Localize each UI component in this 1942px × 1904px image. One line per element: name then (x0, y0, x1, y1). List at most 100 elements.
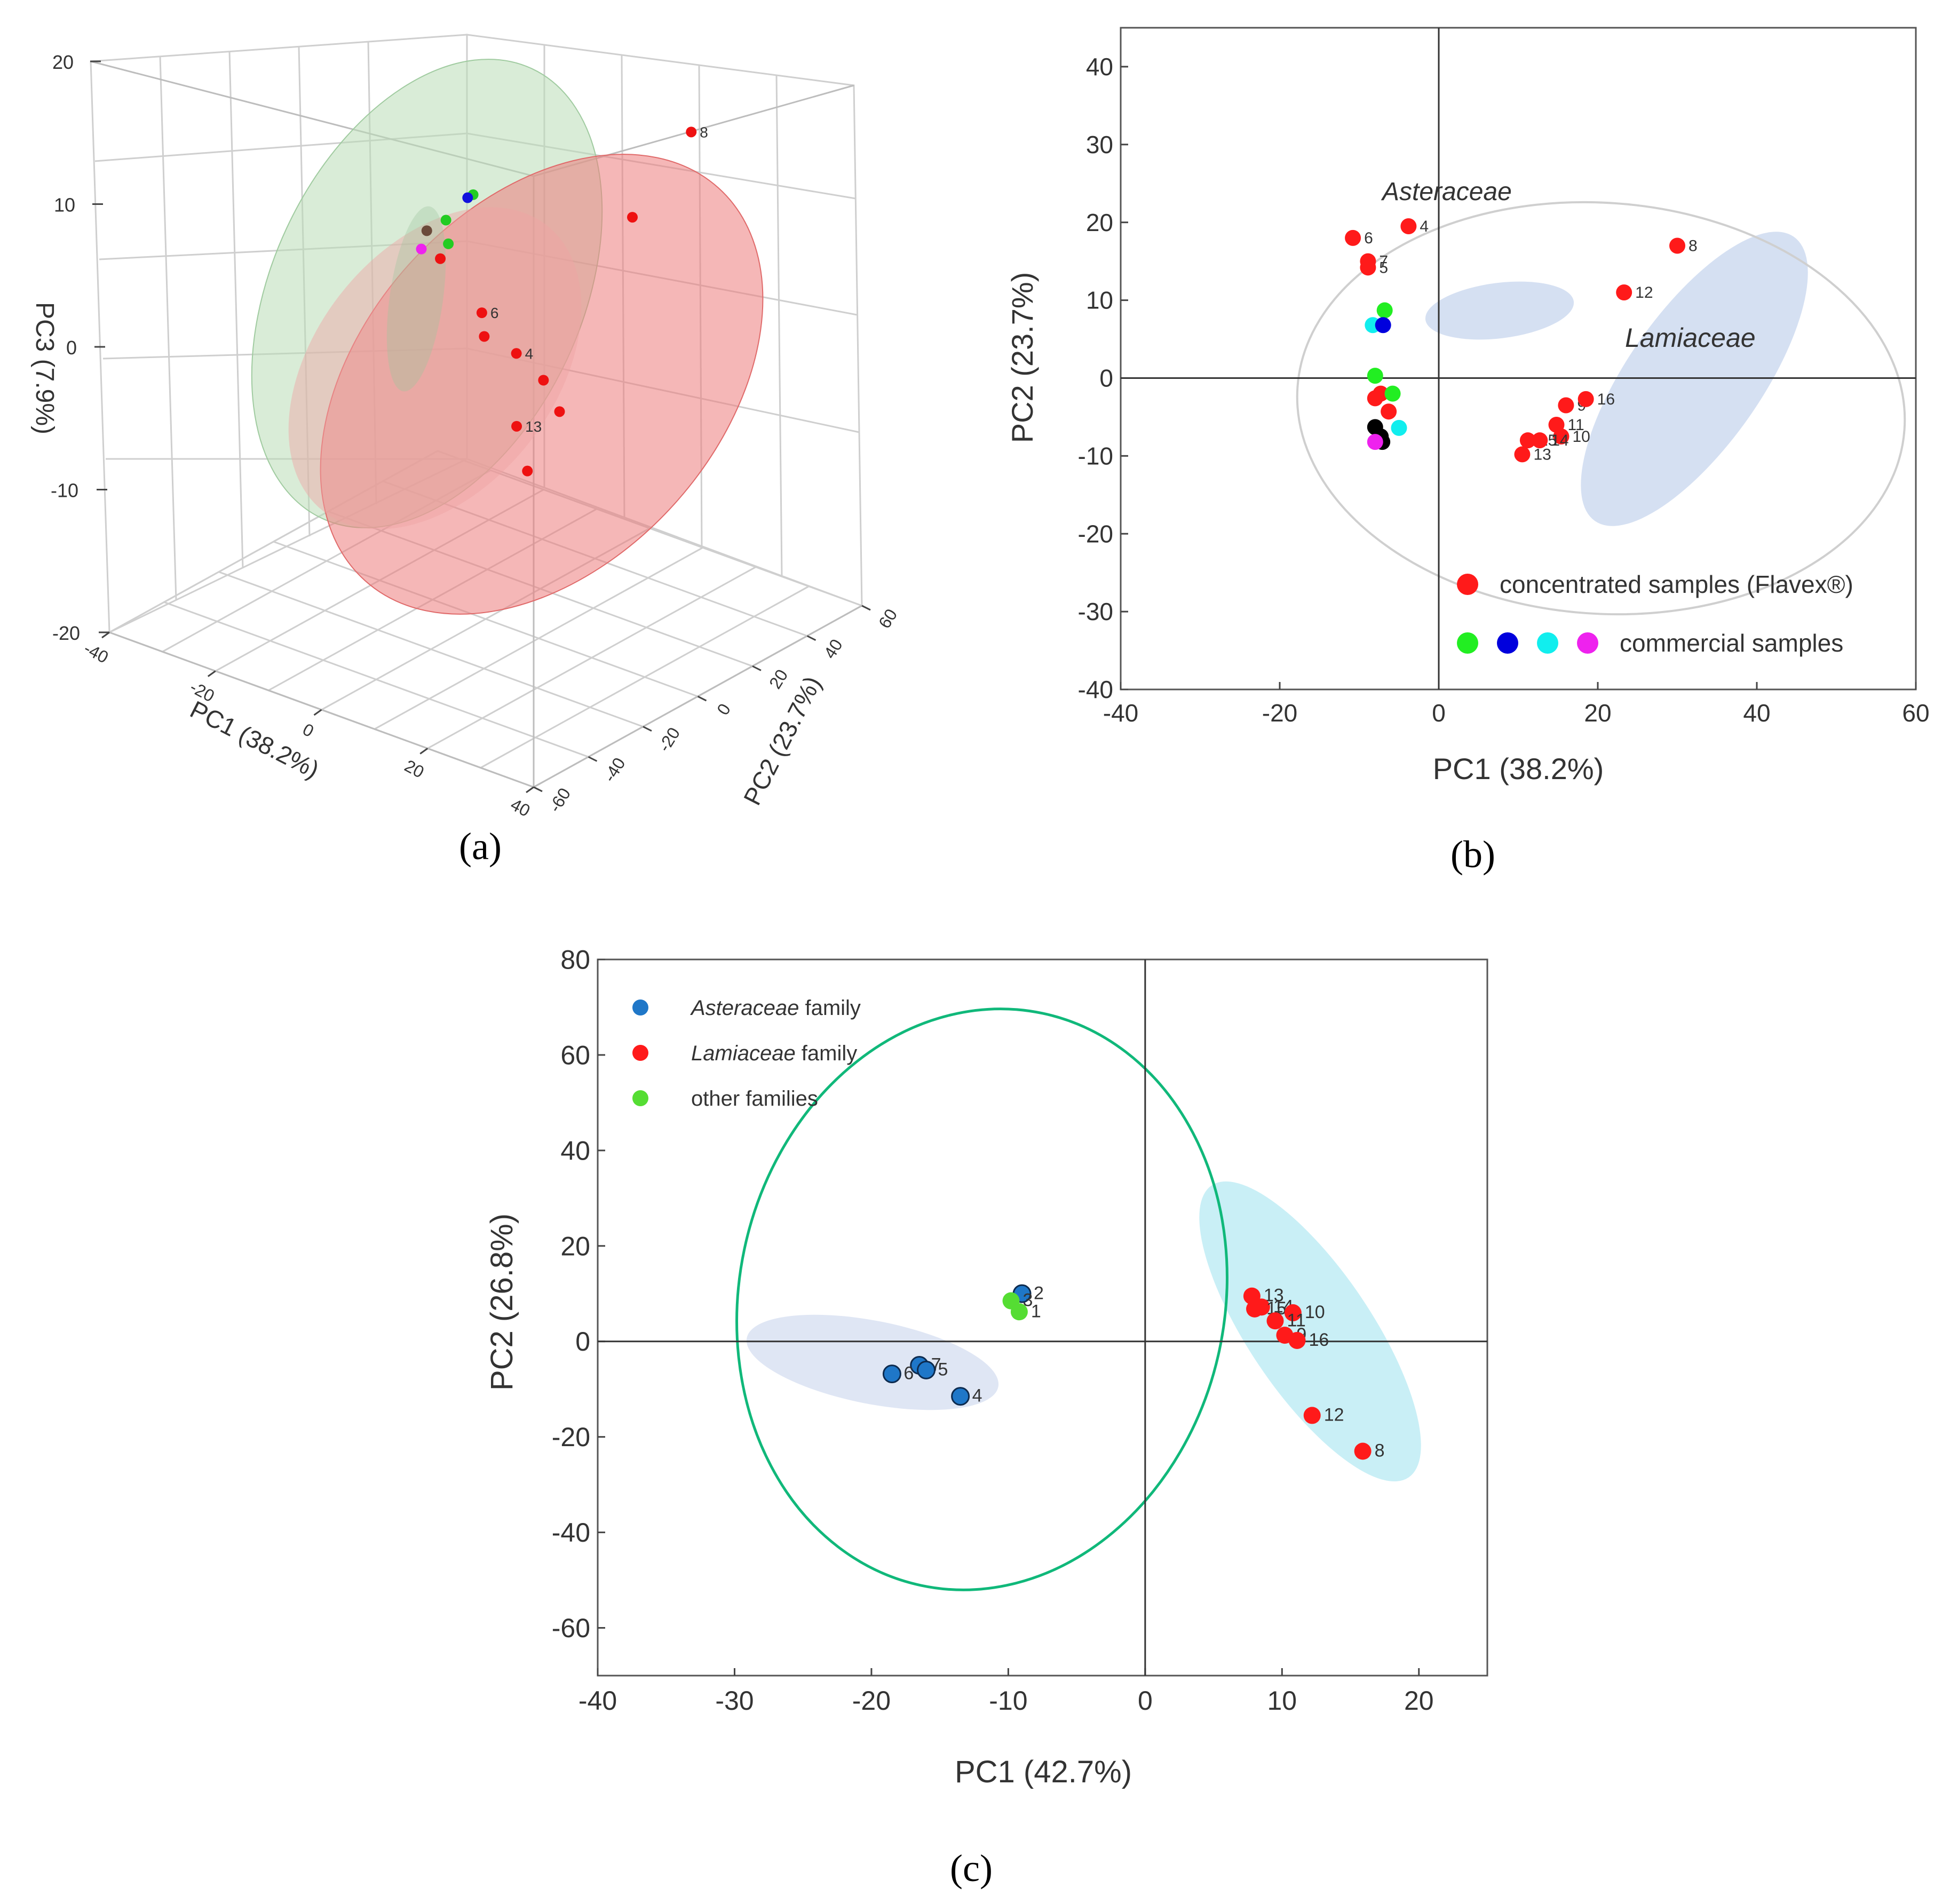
plot-frame (597, 958, 1488, 1677)
data-point (538, 375, 549, 386)
point-label: 11 (1568, 416, 1584, 434)
x-tick-label: 0 (1138, 1686, 1153, 1716)
y-tick (806, 635, 817, 641)
y-tick-label: -20 (1078, 520, 1113, 548)
y-tick-label: 80 (560, 945, 590, 975)
y-tick (861, 605, 871, 611)
y-tick-label: -60 (552, 1613, 590, 1643)
legend-marker (632, 1045, 648, 1061)
legend-label: other families (691, 1087, 818, 1110)
data-point (1303, 1407, 1321, 1424)
data-point (1354, 1442, 1372, 1460)
x-tick (207, 670, 216, 677)
x-tick-label: -40 (81, 639, 112, 667)
x-tick (419, 748, 429, 755)
y-tick-label: -30 (1078, 598, 1113, 625)
legend-marker (1457, 632, 1478, 654)
legend-marker (632, 1090, 648, 1106)
x-tick-label: -40 (1103, 699, 1138, 727)
x-tick-label: 60 (1902, 699, 1929, 727)
data-point (1360, 259, 1376, 276)
z-axis-label: PC3 (7.9%) (30, 302, 59, 434)
y-tick-label: 20 (560, 1231, 590, 1261)
y-tick-label: 10 (1086, 287, 1113, 314)
z-tick-label: -20 (52, 622, 80, 644)
point-label: 12 (1324, 1405, 1344, 1425)
caption-b: (b) (1450, 833, 1495, 876)
z-tick-label: 0 (66, 337, 77, 359)
y-tick-label: -40 (552, 1518, 590, 1548)
point-label: 5 (1379, 259, 1388, 276)
x-tick-label: -20 (852, 1686, 891, 1716)
y-tick (588, 756, 598, 762)
data-point (917, 1360, 936, 1379)
legend: concentrated samples (Flavex®) commercial… (1457, 570, 1853, 657)
x-axis-label: PC1 (42.7%) (955, 1755, 1132, 1789)
data-point (1532, 432, 1548, 449)
point-label: 4 (525, 345, 534, 362)
data-point (462, 192, 473, 203)
y-tick (697, 695, 707, 702)
data-point (511, 348, 522, 359)
point-label: 16 (1597, 391, 1615, 408)
data-point (522, 465, 533, 477)
x-tick-label: 20 (1584, 699, 1611, 727)
x-tick-label: 40 (508, 795, 533, 820)
x-tick-label: -30 (715, 1686, 754, 1716)
point-label: 1 (1031, 1301, 1041, 1321)
data-point (443, 238, 454, 249)
z-tick-label: -10 (51, 480, 78, 502)
data-point (686, 126, 697, 138)
points: 23175641314151011916128 (882, 1283, 1385, 1461)
data-point (421, 225, 432, 236)
lamiaceae-cluster (1581, 232, 1808, 526)
lamiaceae-annotation: Lamiaceae (1625, 323, 1756, 353)
caption-a: (a) (459, 825, 502, 868)
inner-red-ellipsoid (288, 207, 582, 529)
point-label: 6 (903, 1363, 914, 1384)
data-point (435, 253, 446, 264)
data-point (1384, 385, 1401, 402)
data-point (1345, 229, 1361, 246)
data-point (1367, 368, 1383, 384)
y-axis-label: PC2 (23.7%) (1005, 272, 1039, 443)
data-point (440, 215, 451, 226)
panel-b-scatter: -40 -20 0 20 40 60 -40 -30 -20 -10 0 10 20 30 40 8 12 4 6… (1005, 27, 1930, 786)
legend-marker (1497, 632, 1518, 654)
point-label: 6 (490, 305, 499, 321)
inner-green-ellipsoid (386, 206, 446, 392)
y-tick-label: -40 (600, 754, 629, 785)
point-label: 14 (1551, 432, 1568, 449)
point-label: 6 (1364, 229, 1373, 247)
legend-marker (1537, 632, 1558, 654)
x-tick-label: 10 (1267, 1686, 1297, 1716)
data-point (882, 1364, 901, 1384)
data-point (1400, 218, 1417, 234)
data-point (1367, 434, 1383, 450)
y-tick (752, 665, 762, 671)
point-label: 3 (1023, 1290, 1033, 1311)
x-tick-label: 20 (1404, 1686, 1434, 1716)
axes: -40 -20 0 20 40 60 -40 -30 -20 -10 0 10 20 30 40 (1078, 28, 1930, 727)
x-tick (313, 709, 322, 716)
overall-ellipse (735, 1007, 1228, 1591)
data-point (1376, 302, 1393, 319)
x-tick-label: -40 (578, 1686, 617, 1716)
y-tick-label: 30 (1086, 131, 1113, 158)
x-tick-label: 20 (401, 756, 427, 782)
asteraceae-cluster (1425, 281, 1574, 340)
axes: -40 -30 -20 -10 0 10 20 -60 -40 -20 0 20 40 60 80 (552, 945, 1487, 1716)
y-tick-label: -60 (545, 784, 574, 815)
y-tick-label: 0 (713, 700, 734, 718)
y-tick-label: 0 (575, 1327, 590, 1356)
x-tick-label: 40 (1743, 699, 1770, 727)
data-point (554, 406, 565, 417)
legend-label: commercial samples (1620, 629, 1843, 657)
y-tick-label: -20 (654, 724, 684, 755)
point-label: 5 (938, 1359, 948, 1379)
data-point (1669, 237, 1685, 254)
data-point (1514, 446, 1531, 463)
